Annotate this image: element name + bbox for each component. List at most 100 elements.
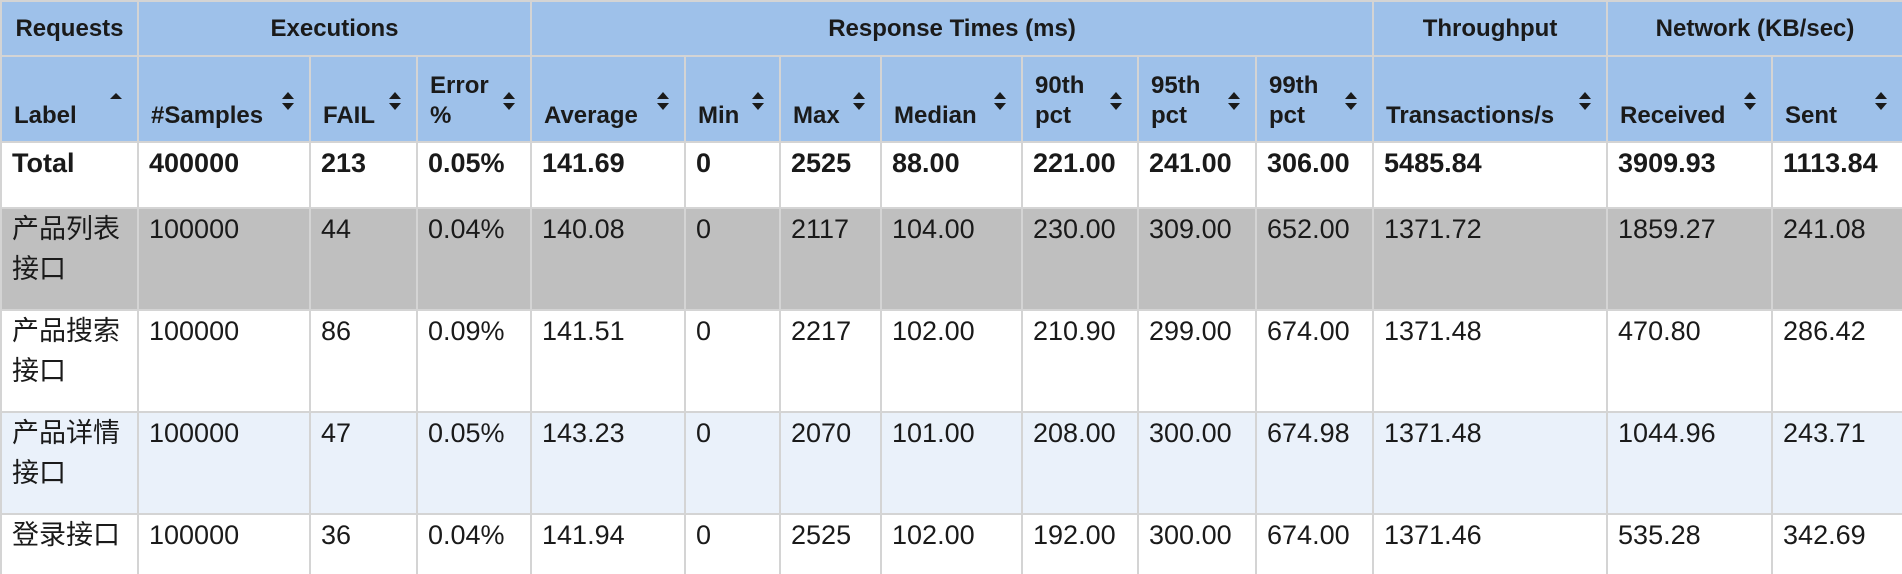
column-header-average-text: Average bbox=[544, 102, 638, 129]
sort-ascending-icon bbox=[110, 93, 122, 99]
sort-both-icon bbox=[853, 92, 866, 110]
column-header-p95[interactable]: 95th pct bbox=[1137, 55, 1258, 143]
column-header-p99-line2: pct bbox=[1269, 102, 1306, 129]
column-header-samples[interactable]: #Samples bbox=[137, 55, 311, 143]
cell-fail: 36 bbox=[309, 513, 418, 574]
cell-label-line2: 接口 bbox=[12, 356, 66, 386]
column-header-error-line1: Error bbox=[430, 72, 489, 99]
cell-p90: 210.90 bbox=[1021, 309, 1140, 413]
column-header-p99-line1: 99th bbox=[1269, 72, 1319, 99]
cell-samples: 100000 bbox=[137, 207, 311, 311]
cell-sent: 241.08 bbox=[1771, 207, 1902, 311]
cell-samples: 400000 bbox=[137, 141, 311, 209]
table-row: 产品列表 接口 100000 44 0.04% 140.08 0 2117 104… bbox=[0, 207, 1902, 311]
sort-both-icon bbox=[1875, 92, 1888, 110]
cell-label: 产品列表 接口 bbox=[0, 207, 139, 311]
cell-sent: 243.71 bbox=[1771, 411, 1902, 515]
column-header-transactions[interactable]: Transactions/s bbox=[1372, 55, 1609, 143]
cell-p95: 309.00 bbox=[1137, 207, 1258, 311]
cell-max: 2117 bbox=[779, 207, 883, 311]
column-header-median-text: Median bbox=[894, 102, 977, 129]
column-header-fail[interactable]: FAIL bbox=[309, 55, 418, 143]
cell-average: 141.51 bbox=[530, 309, 687, 413]
column-header-max-text: Max bbox=[793, 102, 840, 129]
cell-label-line2: 接口 bbox=[12, 458, 66, 488]
column-header-received[interactable]: Received bbox=[1606, 55, 1774, 143]
column-header-p90[interactable]: 90th pct bbox=[1021, 55, 1140, 143]
cell-p90: 230.00 bbox=[1021, 207, 1140, 311]
group-requests: Requests bbox=[0, 0, 139, 57]
column-header-min-text: Min bbox=[698, 102, 740, 129]
cell-fail: 86 bbox=[309, 309, 418, 413]
column-header-fail-text: FAIL bbox=[323, 102, 375, 129]
table-row: 登录接口 100000 36 0.04% 141.94 0 2525 102.0… bbox=[0, 513, 1902, 574]
cell-fail: 213 bbox=[309, 141, 418, 209]
column-header-transactions-text: Transactions/s bbox=[1386, 102, 1555, 129]
cell-received: 470.80 bbox=[1606, 309, 1774, 413]
cell-samples: 100000 bbox=[137, 513, 311, 574]
cell-p95: 300.00 bbox=[1137, 513, 1258, 574]
cell-sent: 286.42 bbox=[1771, 309, 1902, 413]
sort-both-icon bbox=[994, 92, 1007, 110]
sort-both-icon bbox=[282, 92, 294, 110]
cell-p99: 674.00 bbox=[1255, 513, 1375, 574]
cell-received: 3909.93 bbox=[1606, 141, 1774, 209]
cell-max: 2217 bbox=[779, 309, 883, 413]
column-header-p90-line1: 90th bbox=[1035, 72, 1085, 99]
cell-min: 0 bbox=[684, 207, 782, 311]
table-row: 产品详情 接口 100000 47 0.05% 143.23 0 2070 101… bbox=[0, 411, 1902, 515]
cell-average: 141.69 bbox=[530, 141, 687, 209]
group-executions: Executions bbox=[136, 0, 533, 57]
sort-both-icon bbox=[503, 92, 516, 110]
group-network: Network (KB/sec) bbox=[1606, 0, 1902, 57]
column-header-p95-line2: pct bbox=[1151, 102, 1188, 129]
group-response-times: Response Times (ms) bbox=[530, 0, 1375, 57]
cell-transactions: 1371.72 bbox=[1372, 207, 1609, 311]
cell-sent: 1113.84 bbox=[1771, 141, 1902, 209]
cell-max: 2070 bbox=[779, 411, 883, 515]
column-header-p95-line1: 95th bbox=[1151, 72, 1201, 99]
cell-error: 0.05% bbox=[415, 141, 533, 209]
column-header-p99[interactable]: 99th pct bbox=[1255, 55, 1375, 143]
cell-p95: 300.00 bbox=[1137, 411, 1258, 515]
column-header-sent[interactable]: Sent bbox=[1771, 55, 1902, 143]
cell-max: 2525 bbox=[779, 513, 883, 574]
sort-both-icon bbox=[1744, 92, 1757, 110]
column-header-samples-text: #Samples bbox=[151, 102, 264, 129]
column-header-average[interactable]: Average bbox=[530, 55, 687, 143]
column-header-error[interactable]: Error % bbox=[415, 55, 533, 143]
group-header-row: Requests Executions Response Times (ms) … bbox=[0, 0, 1902, 57]
cell-label: 登录接口 bbox=[0, 513, 139, 574]
cell-median: 102.00 bbox=[880, 513, 1024, 574]
cell-max: 2525 bbox=[779, 141, 883, 209]
cell-label: Total bbox=[0, 141, 139, 209]
cell-average: 140.08 bbox=[530, 207, 687, 311]
cell-label-line1: 登录接口 bbox=[12, 520, 120, 550]
column-header-min[interactable]: Min bbox=[684, 55, 782, 143]
column-header-median[interactable]: Median bbox=[880, 55, 1024, 143]
cell-label: 产品搜索 接口 bbox=[0, 309, 139, 413]
column-header-p90-line2: pct bbox=[1035, 102, 1072, 129]
column-header-label[interactable]: Label bbox=[0, 55, 139, 143]
cell-label-line2: 接口 bbox=[12, 254, 66, 284]
cell-error: 0.04% bbox=[415, 513, 533, 574]
cell-error: 0.05% bbox=[415, 411, 533, 515]
cell-p99: 306.00 bbox=[1255, 141, 1375, 209]
cell-min: 0 bbox=[684, 141, 782, 209]
cell-transactions: 1371.48 bbox=[1372, 411, 1609, 515]
sort-both-icon bbox=[657, 92, 670, 110]
cell-received: 535.28 bbox=[1606, 513, 1774, 574]
cell-median: 88.00 bbox=[880, 141, 1024, 209]
column-header-row: Label #Samples FAIL Error % Average M bbox=[0, 55, 1902, 143]
cell-label-line1: 产品详情 bbox=[12, 418, 120, 448]
cell-label-line1: 产品列表 bbox=[12, 214, 120, 244]
cell-min: 0 bbox=[684, 513, 782, 574]
cell-min: 0 bbox=[684, 411, 782, 515]
column-header-max[interactable]: Max bbox=[779, 55, 883, 143]
column-header-received-text: Received bbox=[1620, 102, 1726, 129]
cell-transactions: 5485.84 bbox=[1372, 141, 1609, 209]
column-header-error-line2: % bbox=[430, 102, 452, 129]
table-row: 产品搜索 接口 100000 86 0.09% 141.51 0 2217 102… bbox=[0, 309, 1902, 413]
cell-samples: 100000 bbox=[137, 411, 311, 515]
